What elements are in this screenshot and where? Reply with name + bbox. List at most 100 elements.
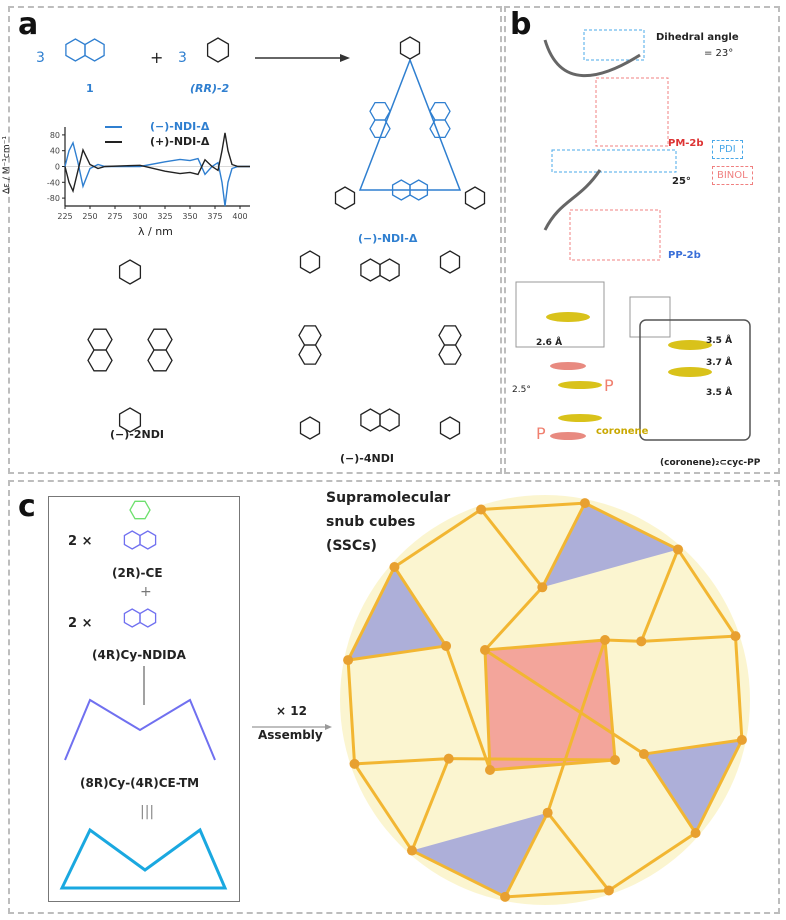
legend-pdi: PDI — [712, 140, 743, 159]
ndida-core — [139, 608, 157, 628]
product-label: (−)-NDI-Δ — [358, 232, 418, 245]
tm-crystal-structure — [59, 827, 228, 890]
complex-label: (coronene)₂⊂cyc-PP — [660, 458, 761, 468]
edge — [546, 639, 607, 814]
ndi-core — [147, 349, 173, 372]
ndida-label: (4R)Cy-NDIDA — [92, 648, 186, 662]
triangle-face-blue — [348, 566, 447, 661]
ndi-core — [87, 349, 113, 372]
cyclohexane-ring — [439, 416, 461, 440]
vertex-node — [476, 504, 487, 515]
panel-a — [8, 6, 502, 474]
ssc-title-1: Supramolecular — [326, 490, 451, 506]
y-tick-label: 80 — [50, 131, 60, 140]
edge — [643, 738, 743, 756]
y-tick-label: -80 — [47, 194, 60, 203]
cyclohexane-ring — [299, 416, 321, 440]
vertex-node — [480, 645, 490, 655]
ndi-core — [409, 179, 429, 201]
ndi-anhydride-ring — [84, 38, 105, 62]
dihedral-label: Dihedral angle — [656, 32, 739, 43]
p-label-1: P — [604, 376, 614, 395]
coronene-disc — [668, 367, 712, 377]
edge — [353, 763, 414, 852]
vertex-node — [600, 635, 610, 645]
pdi-box-top — [583, 29, 645, 61]
edge — [479, 508, 544, 589]
x-tick-label: 350 — [182, 212, 197, 221]
assembly-count: × 12 — [276, 704, 307, 718]
edge — [541, 502, 587, 588]
assembly-arrow-head — [325, 724, 332, 730]
coronene-disc — [558, 414, 602, 422]
vertex-node — [690, 828, 701, 839]
distance-2-6: 2.6 Å — [536, 338, 563, 348]
panel-b — [504, 6, 780, 474]
compound-2-label: (RR)-2 — [190, 82, 230, 95]
edge — [733, 636, 744, 741]
distance-3-5-bottom: 3.5 Å — [706, 388, 733, 398]
vertex-node — [349, 758, 360, 769]
y-tick-label: -40 — [47, 178, 60, 187]
triangle-face-blue — [643, 739, 742, 834]
edge — [604, 638, 642, 643]
edge — [354, 757, 449, 766]
fluoro-ring — [129, 500, 151, 520]
coronene-disc — [546, 312, 590, 322]
panel-c — [8, 480, 780, 914]
vertex-node — [736, 734, 747, 745]
pdi-box-bottom — [551, 149, 677, 173]
molecule-backbone — [543, 39, 641, 231]
x-tick-label: 300 — [132, 212, 147, 221]
panel-b-label: b — [510, 7, 532, 42]
reaction-arrow-head — [340, 54, 350, 62]
vertex-node — [343, 655, 354, 666]
legend-entry-plus: (+)-NDI-Δ — [150, 135, 210, 148]
vertex-node — [673, 544, 684, 555]
y-tick-label: 40 — [50, 147, 60, 156]
x-tick-label: 400 — [232, 212, 247, 221]
edge — [393, 566, 448, 647]
edge — [347, 644, 447, 662]
x-tick-label: 225 — [57, 212, 72, 221]
edge — [411, 849, 506, 899]
vertex-node — [441, 640, 452, 651]
tilt-angle: 2.5° — [512, 385, 531, 395]
edge — [484, 648, 645, 756]
angle-25-label: 25° — [672, 176, 691, 187]
inset-box — [515, 281, 605, 348]
distance-3-7: 3.7 Å — [706, 358, 733, 368]
vertex-node — [603, 885, 614, 896]
y-tick-label: 0 — [55, 163, 60, 172]
cyclohexane-ring — [439, 250, 461, 274]
edge — [642, 753, 697, 834]
pm-2b-label: PM-2b — [668, 138, 704, 149]
coef-2: 3 — [178, 50, 187, 66]
cyclohexane-ring — [464, 186, 486, 210]
y-axis-label: Δε / M⁻¹cm⁻¹ — [1, 136, 12, 194]
structure-2ndi-label: (−)-2NDI — [110, 428, 164, 441]
binol-box-bottom — [569, 209, 661, 261]
edge — [481, 501, 586, 512]
vertex-node — [500, 891, 511, 902]
dihedral-value: = 23° — [704, 48, 734, 59]
edge — [346, 566, 396, 661]
tm-structure — [64, 698, 216, 761]
pp-2b-label: PP-2b — [668, 250, 701, 261]
series-line-0 — [64, 140, 250, 207]
ndi-core — [438, 344, 462, 365]
x-tick-label: 250 — [82, 212, 97, 221]
cyclohexane-ring — [399, 36, 421, 60]
edge — [489, 758, 616, 772]
vertex-node — [485, 765, 495, 775]
pdi-disc — [550, 362, 586, 370]
edge — [484, 638, 606, 652]
ndi-core — [379, 408, 400, 432]
edge — [448, 757, 616, 762]
equivalence-symbol: ||| — [140, 804, 155, 820]
edge — [584, 501, 679, 551]
vertex-node — [730, 631, 741, 642]
